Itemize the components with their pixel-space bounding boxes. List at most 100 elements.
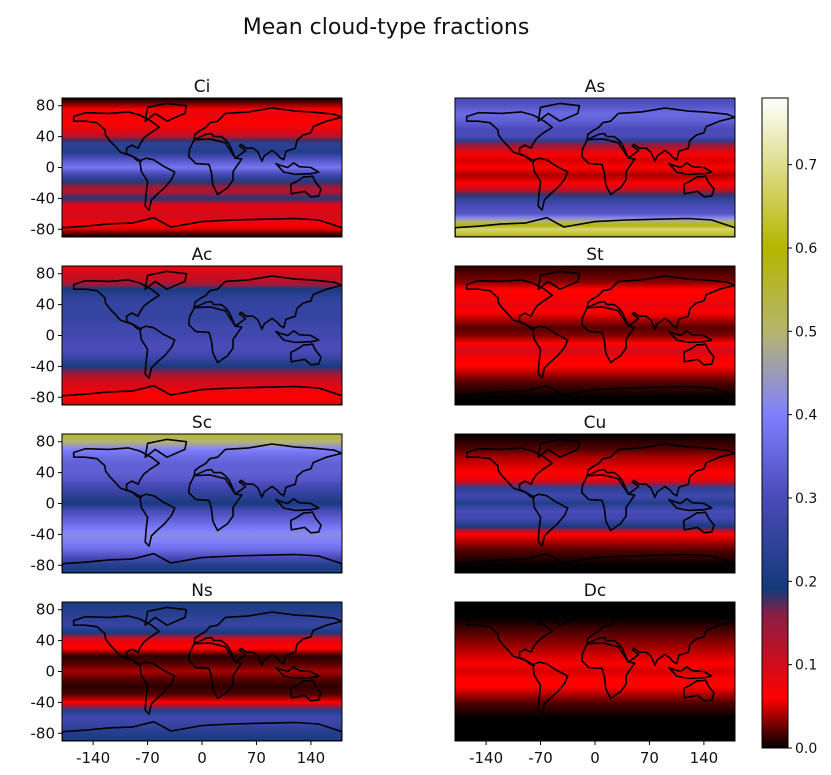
x-tick-label: 0 (197, 749, 207, 767)
coastline (455, 552, 735, 573)
coastline (289, 511, 322, 534)
coastline (193, 275, 342, 331)
coastline (455, 384, 735, 405)
coastline (275, 162, 320, 176)
y-tick-label: -40 (31, 693, 56, 711)
coastline (62, 216, 342, 237)
coastline (275, 330, 320, 344)
coastline (72, 279, 160, 331)
coastline (586, 107, 735, 163)
panel-title: As (585, 77, 606, 97)
coastline (537, 606, 581, 626)
x-tick-label: -140 (76, 749, 110, 767)
x-tick-label: 140 (297, 749, 326, 767)
colorbar-tick-label: 0.4 (795, 408, 817, 424)
panel-title: Cu (584, 413, 607, 433)
coastline (465, 447, 553, 499)
coastlines (455, 606, 735, 741)
panel-ac: Ac 80 40 0 -40 -80 (31, 245, 343, 406)
panel-field (62, 266, 342, 405)
coastline (188, 306, 243, 364)
y-tick-label: -40 (31, 525, 56, 543)
y-tick-label: -80 (31, 556, 56, 574)
coastline (275, 666, 320, 680)
coastlines (62, 102, 342, 237)
y-tick-label: 0 (45, 663, 55, 681)
coastline (581, 306, 636, 364)
x-tick-label: -70 (528, 749, 553, 767)
coastline (581, 642, 636, 700)
panel-frame (454, 265, 736, 406)
coastline (72, 615, 160, 667)
panel-st: St (454, 245, 736, 406)
panel-grid: Ci 80 40 0 -40 -80 As Ac 80 40 0 -40 -80 St Sc 80 40 0 -40… (31, 77, 736, 767)
y-tick-label: 80 (36, 97, 55, 115)
panel-field (62, 98, 342, 237)
panel-dc: Dc -140 -70 0 70 140 (454, 581, 736, 767)
coastline (139, 157, 176, 211)
panel-frame (454, 97, 736, 238)
coastline (682, 511, 715, 534)
coastline (537, 270, 581, 290)
coastline (275, 498, 320, 512)
coastline (668, 498, 713, 512)
colorbar-tick-label: 0.2 (795, 574, 817, 590)
coastline (188, 642, 243, 700)
coastline (455, 720, 735, 741)
panel-field (62, 434, 342, 573)
coastlines (455, 438, 735, 573)
coastline (682, 343, 715, 366)
x-tick-label: 0 (590, 749, 600, 767)
coastline (668, 330, 713, 344)
coastline (144, 438, 188, 458)
panel-cu: Cu (454, 413, 736, 574)
coastline (62, 384, 342, 405)
colorbar-scale (761, 97, 789, 749)
y-tick-label: -40 (31, 189, 56, 207)
coastline (682, 175, 715, 198)
x-tick-label: 70 (640, 749, 659, 767)
panel-field (455, 602, 735, 741)
coastline (72, 111, 160, 163)
y-tick-label: 40 (36, 632, 55, 650)
y-tick-label: 80 (36, 265, 55, 283)
coastline (188, 138, 243, 196)
y-tick-label: 40 (36, 464, 55, 482)
coastline (682, 679, 715, 702)
coastline (139, 661, 176, 715)
panel-field (455, 266, 735, 405)
y-tick-label: 0 (45, 327, 55, 345)
y-tick-label: 40 (36, 128, 55, 146)
x-tick-label: 140 (690, 749, 719, 767)
y-tick-label: 0 (45, 159, 55, 177)
panel-title: Dc (584, 581, 606, 601)
y-tick-label: -40 (31, 357, 56, 375)
x-tick-label: -70 (135, 749, 160, 767)
coastline (465, 279, 553, 331)
y-tick-label: -80 (31, 220, 56, 238)
coastline (537, 102, 581, 122)
panel-title: Ci (194, 77, 211, 97)
coastline (532, 661, 569, 715)
colorbar-tick-label: 0.6 (795, 241, 817, 257)
coastline (532, 157, 569, 211)
coastline (289, 343, 322, 366)
panel-title: Ns (191, 581, 213, 601)
y-tick-label: 80 (36, 433, 55, 451)
colorbar: 0.0 0.1 0.2 0.3 0.4 0.5 0.6 0.7 (761, 97, 817, 757)
panel-title: St (586, 245, 604, 265)
coastline (144, 270, 188, 290)
y-tick-label: 40 (36, 296, 55, 314)
panel-sc: Sc 80 40 0 -40 -80 (31, 413, 343, 574)
coastline (289, 679, 322, 702)
coastline (72, 447, 160, 499)
coastlines (62, 270, 342, 405)
coastline (537, 438, 581, 458)
y-tick-label: 80 (36, 601, 55, 619)
x-tick-label: -140 (469, 749, 503, 767)
coastline (193, 107, 342, 163)
panel-field (455, 434, 735, 573)
panel-field (455, 98, 735, 237)
coastline (581, 138, 636, 196)
coastline (62, 552, 342, 573)
